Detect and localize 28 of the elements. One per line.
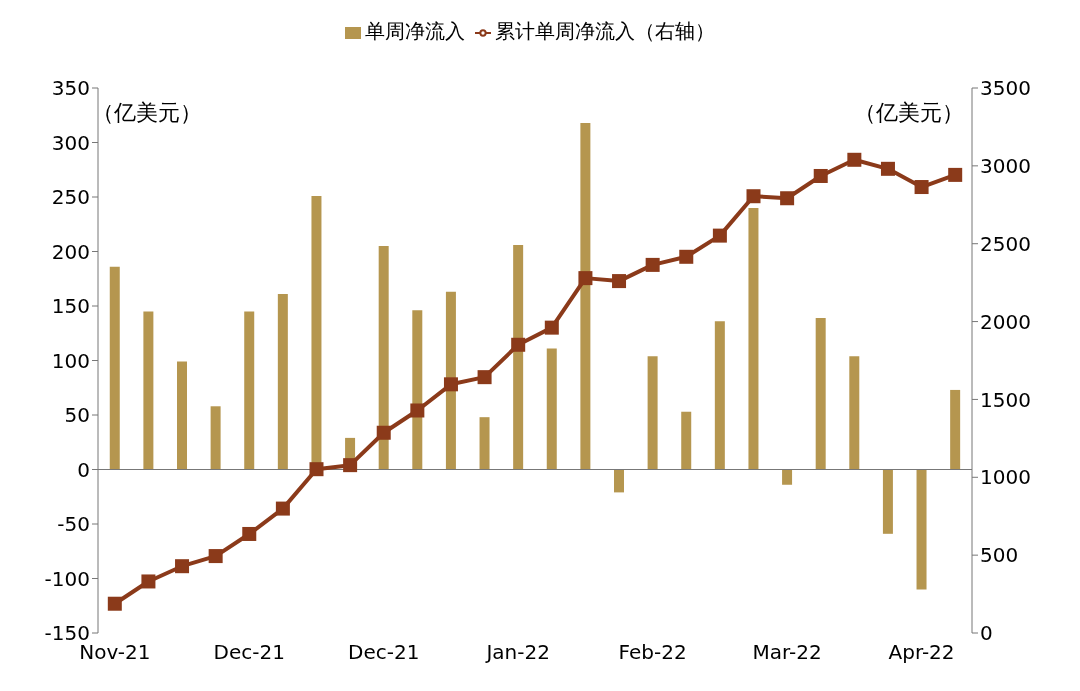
x-tick-label: Jan-22: [484, 640, 550, 665]
y-tick-label: 150: [51, 294, 90, 319]
y2-tick-label: 3500: [980, 76, 1031, 101]
x-tick-label: Feb-22: [618, 640, 687, 665]
y-tick-label: 200: [51, 239, 90, 264]
y2-tick-label: 2000: [980, 309, 1031, 334]
x-tick-label: Apr-22: [888, 640, 955, 665]
y-tick-label: -100: [44, 566, 90, 591]
y-tick-label: 100: [51, 348, 90, 373]
x-tick-label: Dec-21: [348, 640, 420, 665]
y2-tick-label: 0: [980, 621, 993, 646]
x-tick-label: Mar-22: [752, 640, 822, 665]
y2-tick-label: 3000: [980, 153, 1031, 178]
y-tick-label: -50: [57, 512, 90, 537]
y-tick-label: 300: [51, 130, 90, 155]
y2-tick-label: 500: [980, 543, 1019, 568]
x-tick-label: Dec-21: [213, 640, 285, 665]
legend-label: 累计单周净流入（右轴）: [495, 19, 715, 43]
legend-label: 单周净流入: [365, 19, 465, 43]
y-tick-label: 0: [77, 457, 90, 482]
y-tick-label: 50: [64, 403, 90, 428]
y2-tick-label: 2500: [980, 231, 1031, 256]
y2-tick-label: 1000: [980, 465, 1031, 490]
y2-tick-label: 1500: [980, 387, 1031, 412]
annotation: （亿美元）: [92, 99, 202, 127]
y-tick-label: 350: [51, 76, 90, 101]
annotation: （亿美元）: [854, 99, 964, 127]
y-tick-label: 250: [51, 185, 90, 210]
